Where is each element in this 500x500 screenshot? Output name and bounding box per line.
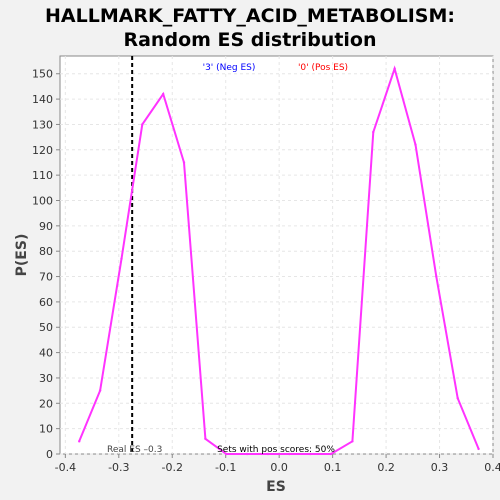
distribution-line bbox=[78, 65, 480, 455]
x-tick-label: -0.1 bbox=[215, 461, 236, 474]
x-tick-label: 0.4 bbox=[484, 461, 500, 474]
y-tick-label: 60 bbox=[39, 296, 53, 309]
data-point bbox=[245, 452, 249, 456]
data-point bbox=[435, 275, 438, 278]
data-point bbox=[182, 161, 186, 164]
y-axis-title: P(ES) bbox=[14, 234, 30, 277]
x-axis-title: ES bbox=[266, 479, 286, 495]
x-tick-label: -0.3 bbox=[108, 461, 129, 474]
data-point bbox=[393, 67, 396, 70]
y-tick-label: 110 bbox=[32, 169, 53, 182]
data-point bbox=[456, 397, 459, 400]
y-tick-label: 70 bbox=[39, 271, 53, 284]
y-tick-label: 90 bbox=[39, 220, 53, 233]
data-point bbox=[477, 447, 480, 451]
y-tick-label: 130 bbox=[32, 118, 53, 131]
pos-scores-annotation: Sets with pos scores: 50% bbox=[217, 445, 335, 455]
data-point bbox=[266, 452, 270, 456]
data-point bbox=[288, 452, 291, 456]
plot-area bbox=[59, 55, 494, 455]
y-tick-label: 150 bbox=[32, 68, 53, 81]
data-point bbox=[120, 257, 123, 261]
x-tick-label: -0.4 bbox=[55, 461, 76, 474]
chart-title-line1: HALLMARK_FATTY_ACID_METABOLISM: bbox=[45, 5, 455, 27]
data-point bbox=[308, 452, 312, 456]
y-tick-label: 20 bbox=[39, 397, 53, 410]
y-tick-label: 80 bbox=[39, 245, 53, 258]
x-tick-label: 0.1 bbox=[324, 461, 342, 474]
data-point bbox=[414, 143, 417, 146]
real-es-label: Real ES –0.3 bbox=[107, 445, 162, 455]
x-axis-ticks: -0.4 -0.3 -0.2 -0.1 0.0 0.1 0.2 0.3 0.4 bbox=[55, 454, 500, 474]
y-tick-label: 40 bbox=[39, 347, 53, 360]
data-point bbox=[78, 440, 81, 443]
y-tick-label: 140 bbox=[32, 93, 53, 106]
y-tick-label: 120 bbox=[32, 144, 53, 157]
y-axis-ticks: 0 10 20 30 40 50 60 70 80 90 100 110 120 130 140 150 bbox=[32, 68, 60, 461]
data-point bbox=[204, 437, 207, 440]
grid-lines bbox=[60, 56, 494, 455]
y-tick-label: 10 bbox=[39, 423, 53, 436]
data-point bbox=[225, 452, 228, 456]
x-tick-label: 0.2 bbox=[377, 461, 395, 474]
data-point bbox=[329, 452, 333, 456]
x-tick-label: -0.2 bbox=[162, 461, 183, 474]
chart-title-line2: Random ES distribution bbox=[123, 29, 376, 51]
distribution-points bbox=[78, 67, 480, 456]
x-tick-label: 0.0 bbox=[270, 461, 288, 474]
y-tick-label: 30 bbox=[39, 372, 53, 385]
y-tick-label: 0 bbox=[46, 448, 53, 461]
data-point bbox=[372, 130, 375, 134]
y-tick-label: 50 bbox=[39, 321, 53, 334]
data-point bbox=[351, 440, 354, 443]
legend-neg-label: '3' (Neg ES) bbox=[203, 63, 256, 73]
x-tick-label: 0.3 bbox=[431, 461, 449, 474]
legend-pos-label: '0' (Pos ES) bbox=[298, 63, 348, 73]
data-point bbox=[161, 92, 165, 96]
y-tick-label: 100 bbox=[32, 194, 53, 207]
data-point bbox=[141, 123, 144, 126]
data-point bbox=[98, 389, 102, 392]
